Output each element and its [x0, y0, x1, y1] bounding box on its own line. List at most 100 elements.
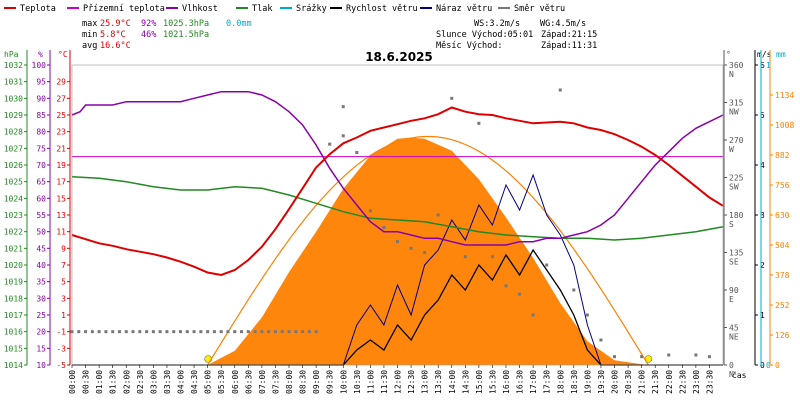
wind-dir-point — [131, 330, 135, 334]
wind-dir-point — [545, 263, 549, 267]
humidity-tick-label: 45 — [36, 244, 46, 253]
humidity-tick-label: 25 — [36, 311, 46, 320]
x-tick-label: 15:00 — [475, 370, 484, 394]
stats-max-hum: 92% — [141, 19, 156, 29]
info-ws: WS:3.2m/s — [474, 19, 520, 29]
legend-label: Teplota — [20, 4, 56, 14]
solar-tick-label: 630 — [775, 211, 790, 220]
x-tick-label: 16:30 — [516, 370, 525, 394]
info-sun-set: Západ:21:15 — [541, 30, 597, 40]
wind-dir-point — [585, 313, 589, 317]
temperature-tick-label: 7 — [61, 261, 66, 270]
x-tick-label: 16:00 — [502, 370, 511, 394]
stats-min-press: 1021.5hPa — [163, 30, 209, 40]
wind-dir-point — [531, 313, 535, 317]
temperature-tick-label: 9 — [61, 244, 66, 253]
pressure-tick-label: 1021 — [4, 244, 23, 253]
x-tick-label: 06:00 — [231, 370, 240, 394]
info-wg: WG:4.5m/s — [540, 19, 586, 29]
humidity-tick-label: 50 — [36, 228, 46, 237]
wind-dir-point — [341, 105, 345, 109]
x-tick-label: 06:30 — [244, 370, 253, 394]
x-tick-label: 14:00 — [448, 370, 457, 394]
humidity-tick-label: 10 — [36, 361, 46, 370]
wind-dir-point — [707, 355, 711, 359]
wind-dir-point — [199, 330, 203, 334]
solar-tick-label: 378 — [775, 271, 790, 280]
legend-label: Tlak — [252, 4, 272, 14]
pressure-tick-label: 1018 — [4, 294, 23, 303]
wind-dir-point — [145, 330, 149, 334]
solar-tick-label: 1134 — [775, 91, 794, 100]
wind-dir-point — [436, 213, 440, 217]
humidity-tick-label: 15 — [36, 344, 46, 353]
wind-dir-point — [613, 355, 616, 359]
info-sun-rise: Slunce Východ:05:01 — [436, 30, 533, 40]
unit-degc: °C — [58, 50, 68, 59]
pressure-tick-label: 1030 — [4, 94, 23, 103]
pressure-tick-label: 1015 — [4, 344, 23, 353]
info-block: WS:3.2m/s WG:4.5m/s Slunce Východ:05:01 … — [436, 19, 597, 51]
legend-label: Rychlost větru — [346, 4, 418, 14]
x-tick-label: 02:00 — [122, 370, 131, 394]
legend-label: Vlhkost — [182, 4, 218, 14]
pressure-tick-label: 1027 — [4, 144, 23, 153]
stats-max-rain: 0.0mm — [226, 19, 252, 29]
pressure-tick-label: 1024 — [4, 194, 23, 203]
pressure-tick-label: 1028 — [4, 128, 23, 137]
wind-dir-compass-label: NW — [729, 108, 739, 117]
legend-label: Směr větru — [514, 4, 565, 14]
stats-min-label: min — [82, 30, 97, 40]
unit-deg: ° — [726, 50, 731, 59]
wind-speed-tick-label: 5 — [760, 111, 765, 120]
x-tick-label: 11:00 — [366, 370, 375, 394]
x-tick-label: 10:30 — [353, 370, 362, 394]
wind-speed-tick-label: 1 — [760, 311, 765, 320]
wind-dir-point — [518, 292, 522, 296]
stats-max-label: max — [82, 19, 97, 29]
wind-speed-tick-label: 2 — [760, 261, 765, 270]
temperature-tick-label: -5 — [56, 361, 66, 370]
pressure-tick-label: 1023 — [4, 211, 23, 220]
temperature-tick-label: 29 — [56, 78, 66, 87]
wind-dir-point — [233, 330, 237, 334]
legend-label: Srážky — [296, 4, 327, 14]
axes: 00:00 00:30 01:00 01:30 02:00 02:30 03:00 03:30… — [4, 50, 794, 394]
stats-avg-temp: 16.6°C — [100, 41, 131, 51]
unit-pct: % — [38, 50, 43, 59]
solar-tick-label: 0 — [775, 361, 780, 370]
wind-dir-tick-label: 90 — [729, 286, 739, 295]
wind-dir-tick-label: 225 — [729, 174, 744, 183]
pressure-tick-label: 1032 — [4, 61, 23, 70]
wind-dir-tick-label: 0 — [729, 361, 734, 370]
humidity-tick-label: 70 — [36, 161, 46, 170]
humidity-tick-label: 95 — [36, 78, 46, 87]
wind-dir-point — [294, 330, 298, 334]
x-tick-label: 03:30 — [163, 370, 172, 394]
x-tick-label: 08:00 — [285, 370, 294, 394]
plot-area — [70, 88, 724, 366]
series-pressure-line — [71, 175, 724, 241]
x-tick-label: 21:00 — [638, 370, 647, 394]
rain-tick-label: 1 — [766, 61, 771, 70]
x-tick-label: 13:30 — [434, 370, 443, 394]
wind-dir-point — [226, 330, 230, 334]
unit-hpa: hPa — [4, 50, 19, 59]
wind-dir-compass-label: E — [729, 295, 734, 304]
unit-ms: m/s — [757, 50, 772, 59]
temperature-tick-label: -3 — [56, 344, 66, 353]
wind-dir-point — [355, 151, 359, 154]
x-tick-label: 18:30 — [570, 370, 579, 394]
wind-dir-compass-label: SE — [729, 258, 739, 267]
x-tick-label: 09:00 — [312, 370, 321, 394]
wind-dir-point — [172, 330, 176, 334]
wind-dir-point — [253, 330, 257, 334]
rain-tick-label: 0 — [766, 361, 771, 370]
pressure-tick-label: 1025 — [4, 178, 23, 187]
stats-max-temp: 25.9°C — [100, 19, 131, 29]
x-tick-label: 04:00 — [177, 370, 186, 394]
temperature-tick-label: 25 — [56, 111, 66, 120]
wind-dir-tick-label: 135 — [729, 249, 744, 258]
wind-speed-tick-label: 3 — [760, 211, 765, 220]
pressure-tick-label: 1016 — [4, 328, 23, 337]
